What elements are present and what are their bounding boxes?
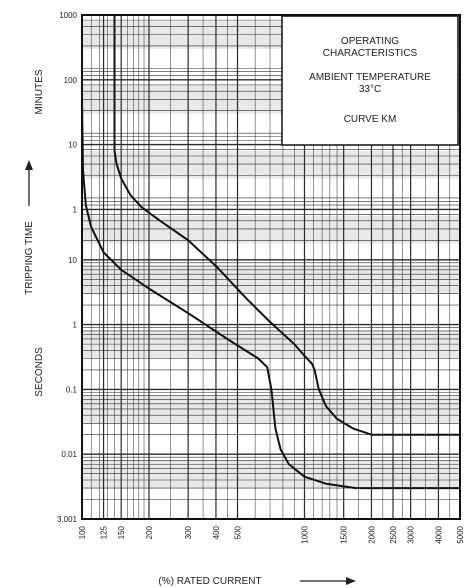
chart-title-line-2: CHARACTERISTICS [323,48,418,59]
y-tick-label: 1 [73,321,78,330]
ambient-temperature-value: 33°C [359,84,381,95]
ambient-temperature-label: AMBIENT TEMPERATURE [309,72,431,83]
y-tick-label: 0.1 [66,385,78,394]
legend-box: OPERATING CHARACTERISTICS AMBIENT TEMPER… [281,15,459,146]
x-axis-tick-labels: 100 125 150 200 300 400 500 1000 1500 2000 2500 300… [78,525,465,543]
x-tick-label: 125 [100,525,109,539]
x-tick-label: 150 [117,525,126,539]
y-axis-seconds-label: SECONDS [34,347,45,397]
y-tick-label: 10 [68,141,77,150]
y-axis-minutes-label: MINUTES [34,69,45,114]
chart-title-line-1: OPERATING [341,36,399,47]
grid-band [82,150,460,179]
y-axis-arrow-head [25,160,33,170]
y-tick-label: 1 [73,205,78,214]
curves [81,14,461,490]
y-tick-label: 1000 [59,11,77,20]
y-axis-tick-labels: 1000 100 10 1 10 1 0.1 0.01 3.001 [57,11,78,524]
x-tick-label: 4000 [434,525,443,543]
x-tick-label: 400 [212,525,221,539]
curve-upper-bound [113,14,461,436]
x-tick-label: 300 [184,525,193,539]
grid-band [82,215,460,244]
y-axis-title: TRIPPING TIME [24,221,35,295]
grid-band [82,460,460,489]
x-tick-label: 5000 [456,525,465,543]
curve-label: CURVE KM [344,114,397,125]
x-tick-label: 1000 [301,525,310,543]
y-tick-label: 3.001 [57,515,78,524]
x-tick-label: 1500 [340,525,349,543]
x-axis-title: (%) RATED CURRENT [158,576,261,587]
x-tick-label: 500 [234,525,243,539]
x-tick-label: 2500 [389,525,398,543]
x-tick-label: 2000 [368,525,377,543]
y-tick-label: 10 [68,256,77,265]
y-tick-label: 0.01 [61,450,77,459]
x-tick-label: 100 [78,525,87,539]
grid-band [82,395,460,424]
shaded-grid-bands [82,21,460,489]
y-tick-label: 100 [64,76,78,85]
x-tick-label: 3000 [407,525,416,543]
curve-lower-bound [81,98,461,490]
x-tick-label: 200 [145,525,154,539]
x-axis-arrow-head [346,577,356,585]
grid-band [82,330,460,359]
grid-band [82,266,460,294]
plot-border [81,14,461,520]
